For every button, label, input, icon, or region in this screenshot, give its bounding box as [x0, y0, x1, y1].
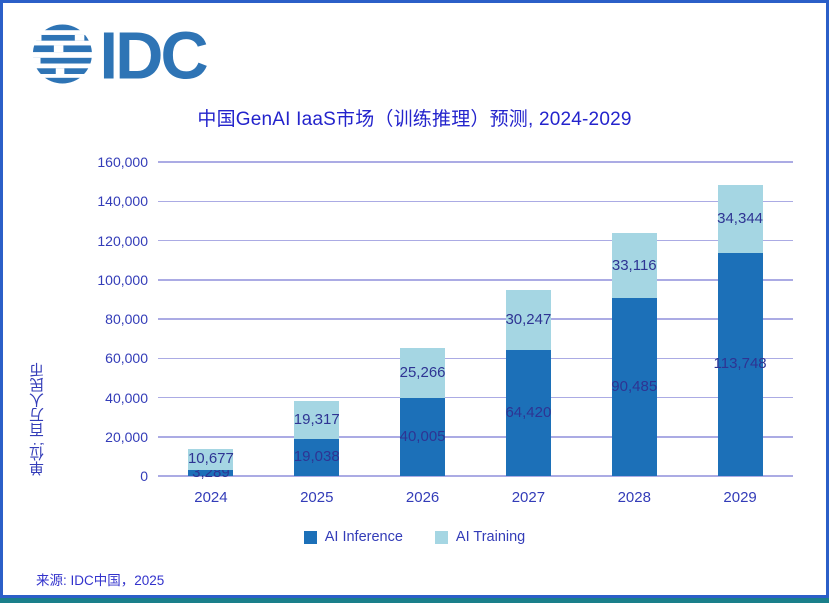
y-axis-tick-label: 80,000: [105, 311, 148, 327]
y-axis-title: 单位; 百万人民币: [29, 362, 46, 476]
bar-segment-ai-inference-2027: [505, 349, 551, 476]
bar-value-label: 19,038: [293, 448, 340, 466]
gridline: [158, 239, 793, 242]
x-axis-year-label: 2026: [405, 489, 440, 506]
legend-swatch-icon: [303, 530, 317, 544]
bar-segment-ai-inference-2029: [717, 252, 763, 476]
footer-accent-bar: [0, 598, 829, 603]
y-axis-tick-label: 0: [140, 468, 148, 484]
y-axis-tick-label: 140,000: [97, 193, 148, 210]
x-axis-year-label: 2024: [194, 489, 228, 506]
bar-value-label: 64,420: [505, 403, 552, 421]
legend-label: AI Inference: [324, 529, 403, 545]
y-axis-tick-label: 100,000: [97, 271, 148, 288]
idc-globe-icon: [31, 24, 94, 84]
idc-logo: IDC: [31, 20, 210, 93]
logo-text: IDC: [100, 20, 208, 93]
y-axis-tick-label: 160,000: [97, 154, 148, 170]
bar-segment-ai-inference-2024: [188, 469, 234, 476]
x-axis-year-label: 2028: [617, 489, 651, 506]
y-axis-tick-label: 40,000: [105, 389, 148, 406]
legend-item-ai-training: AI Training: [434, 529, 526, 545]
x-axis-year-label: 2027: [511, 489, 546, 506]
bar-value-label: 30,247: [505, 310, 552, 328]
gridline: [158, 475, 793, 477]
bar-value-label: 19,317: [293, 410, 340, 428]
gridline: [158, 279, 793, 281]
y-axis-tick-label: 60,000: [105, 350, 148, 367]
bar-segment-ai-training-2026: [400, 347, 446, 398]
legend-label: AI Training: [455, 529, 526, 545]
bar-segment-ai-training-2025: [294, 400, 340, 439]
bar-value-label: 10,677: [187, 450, 234, 468]
bar-value-label: 40,005: [399, 427, 446, 445]
bar-segment-ai-training-2027: [505, 290, 551, 350]
y-axis-tick-label: 20,000: [105, 428, 148, 445]
bar-segment-ai-inference-2025: [294, 438, 340, 476]
legend-swatch-icon: [434, 530, 448, 544]
chart-title: 中国GenAI IaaS市场（训练推理）预测, 2024-2029: [197, 109, 632, 130]
bar-segment-ai-training-2024: [188, 448, 234, 470]
bar-segment-ai-inference-2028: [611, 298, 657, 476]
x-axis-year-label: 2025: [300, 489, 334, 506]
gridline: [158, 357, 793, 359]
bar-value-label: 33,116: [611, 256, 657, 274]
gridline: [158, 436, 793, 438]
bar-segment-ai-training-2029: [717, 185, 763, 253]
bar-segment-ai-inference-2026: [400, 397, 446, 476]
bar-value-label: 90,485: [611, 378, 658, 396]
gridline: [158, 161, 793, 163]
y-axis-tick-label: 120,000: [97, 232, 148, 249]
bar-value-label: 113,748: [713, 355, 767, 373]
bar-segment-ai-training-2028: [611, 233, 657, 299]
plot-area: 0 20,000 40,000 60,000 80,000 100,000 120,000 1…: [97, 154, 793, 506]
legend-item-ai-inference: AI Inference: [303, 529, 403, 545]
chart-legend: AI Inference AI Training: [3, 529, 826, 545]
gridline: [158, 396, 793, 399]
bar-value-label: 34,344: [717, 210, 764, 228]
gridline: [158, 318, 793, 320]
source-note: 来源: IDC中国，2025: [36, 573, 165, 588]
bar-value-label: 25,266: [399, 363, 446, 381]
x-axis-year-label: 2029: [723, 489, 757, 506]
gridline: [158, 200, 793, 202]
